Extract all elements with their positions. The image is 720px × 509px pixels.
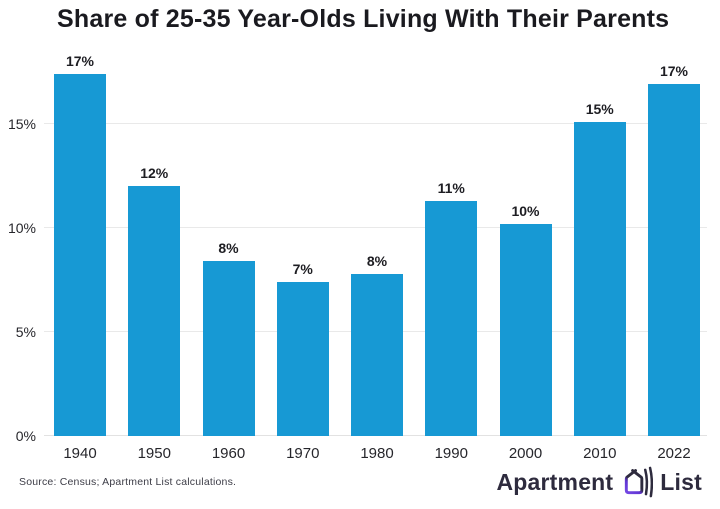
x-tick-label-2000: 2000 — [508, 445, 543, 462]
bar-1940 — [54, 73, 106, 436]
bar-1960 — [202, 261, 255, 436]
x-tick-label-1940: 1940 — [63, 445, 97, 462]
bar-slot-1940: 17% 1940 — [54, 53, 106, 462]
logo-word-list: List — [660, 468, 702, 495]
bar-slot-2022: 17% 2022 — [648, 57, 700, 462]
x-tick-label-1950: 1950 — [137, 445, 171, 462]
x-tick-label-1990: 1990 — [434, 445, 468, 462]
bar-value-label-2022: 17% — [659, 63, 689, 80]
bar-value-label-2000: 10% — [511, 202, 540, 219]
bar-slot-1980: 8% 1980 — [351, 57, 403, 462]
x-tick-label-2022: 2022 — [657, 445, 691, 462]
apartment-list-logo: Apartment List — [496, 465, 702, 499]
bar-2010 — [573, 121, 626, 436]
bar-value-label-1980: 8% — [366, 252, 388, 269]
chart-title: Share of 25-35 Year-Olds Living With The… — [57, 5, 670, 33]
logo-word-apartment: Apartment — [496, 468, 614, 495]
bar-1950 — [128, 186, 181, 436]
y-tick-label-0%: 0% — [15, 428, 36, 444]
bar-slot-2000: 10% 2000 — [499, 57, 552, 462]
bar-value-label-1950: 12% — [140, 165, 169, 182]
x-tick-label-1980: 1980 — [360, 445, 394, 462]
bar-slot-1990: 11% 1990 — [425, 57, 478, 462]
y-tick-label-5%: 5% — [15, 323, 36, 340]
y-tick-label-10%: 10% — [7, 219, 36, 236]
bar-slot-1950: 12% 1950 — [128, 57, 181, 462]
bar-value-label-1970: 7% — [292, 260, 313, 277]
bar-value-label-2010: 15% — [585, 100, 614, 117]
bar-1980 — [351, 273, 403, 436]
bar-slot-1970: 7% 1970 — [276, 57, 329, 462]
x-tick-label-1960: 1960 — [211, 445, 246, 462]
bar-value-label-1960: 8% — [218, 240, 239, 257]
gridline-10% — [44, 226, 707, 228]
source-note: Source: Census; Apartment List calculati… — [19, 476, 237, 488]
bar-2000 — [499, 223, 552, 436]
bars-row: 17% 1940 12% 1950 8% 1960 7% 1970 8% 1980 11% 1990 1… — [44, 53, 707, 462]
bar-1970 — [276, 281, 329, 436]
plot-area: 17% 1940 12% 1950 8% 1960 7% 1970 8% 1980 11% 1990 1… — [44, 53, 707, 462]
bar-slot-1960: 8% 1960 — [202, 57, 255, 462]
bar-2022 — [648, 84, 700, 436]
x-tick-label-2010: 2010 — [583, 445, 617, 462]
x-tick-label-1970: 1970 — [286, 445, 320, 462]
bar-slot-2010: 15% 2010 — [573, 57, 626, 462]
bar-value-label-1940: 17% — [65, 52, 95, 69]
apartment-list-house-icon — [620, 465, 654, 499]
bar-1990 — [425, 200, 478, 436]
y-tick-label-15%: 15% — [7, 115, 36, 132]
gridline-15% — [44, 122, 707, 124]
y-axis: 0% 5% 10% 15% — [0, 57, 38, 444]
bar-value-label-1990: 11% — [437, 179, 465, 196]
